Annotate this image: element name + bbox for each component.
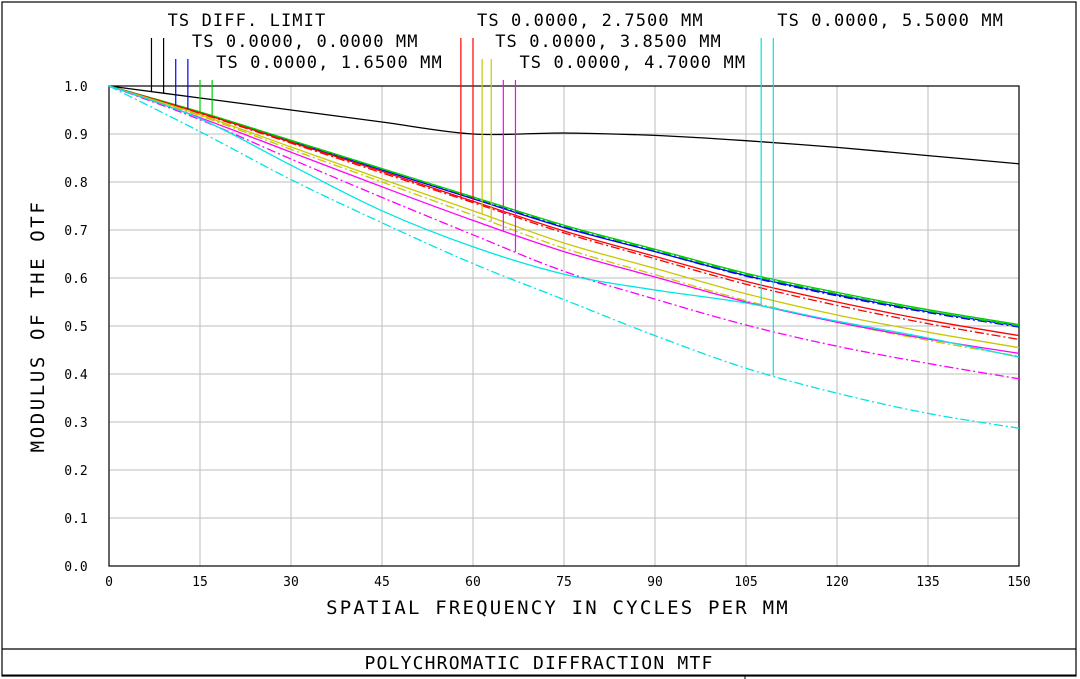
- series-lines: [108, 85, 1020, 429]
- legend-label: TS 0.0000, 1.6500 MM: [216, 53, 443, 73]
- series-line: [108, 85, 1020, 341]
- x-tick-label: 105: [734, 575, 757, 590]
- legend-label: TS 0.0000, 4.7000 MM: [519, 53, 746, 73]
- series-line: [108, 85, 1020, 349]
- legend-label: TS 0.0000, 5.5000 MM: [777, 11, 1004, 31]
- y-tick-label: 0.2: [64, 464, 87, 479]
- y-tick-label: 0.1: [64, 512, 87, 527]
- x-axis-label: SPATIAL FREQUENCY IN CYCLES PER MM: [326, 597, 790, 619]
- x-tick-labels: 0 15 30 45 60 75 90 105 120 135 150: [105, 575, 1031, 590]
- y-tick-label: 0.0: [64, 560, 87, 575]
- series-line: [108, 85, 1020, 327]
- y-tick-label: 0.5: [64, 320, 87, 335]
- x-tick-label: 30: [283, 575, 299, 590]
- legend-label: TS 0.0000, 0.0000 MM: [192, 32, 419, 52]
- series-line: [108, 85, 1020, 357]
- x-tick-label: 135: [916, 575, 939, 590]
- legend-label: TS 0.0000, 3.8500 MM: [495, 32, 722, 52]
- x-tick-label: 0: [105, 575, 113, 590]
- y-tick-labels: 0.0 0.1 0.2 0.3 0.4 0.5 0.6 0.7 0.8 0.9 1.0: [64, 80, 88, 575]
- series-line: [108, 85, 1020, 355]
- y-tick-label: 0.9: [64, 128, 87, 143]
- series-line: [108, 85, 1020, 380]
- y-tick-label: 0.7: [64, 224, 87, 239]
- x-tick-label: 120: [825, 575, 848, 590]
- y-tick-label: 0.4: [64, 368, 88, 383]
- series-line: [108, 85, 1020, 165]
- y-tick-label: 1.0: [64, 80, 87, 95]
- legend-label: TS DIFF. LIMIT: [168, 11, 327, 31]
- report-title: POLYCHROMATIC DIFFRACTION MTF: [364, 653, 713, 674]
- y-tick-label: 0.8: [64, 176, 87, 191]
- y-axis-label: MODULUS OF THE OTF: [27, 200, 49, 453]
- grid: [109, 86, 1019, 566]
- y-tick-label: 0.6: [64, 272, 87, 287]
- series-line: [108, 85, 1020, 337]
- x-tick-label: 75: [556, 575, 572, 590]
- x-tick-label: 150: [1007, 575, 1030, 590]
- x-tick-label: 90: [647, 575, 663, 590]
- x-tick-label: 45: [374, 575, 390, 590]
- x-tick-label: 15: [192, 575, 208, 590]
- x-tick-label: 60: [465, 575, 481, 590]
- series-line: [108, 85, 1020, 358]
- y-tick-label: 0.3: [64, 416, 87, 431]
- series-line: [108, 85, 1020, 429]
- legend-label: TS 0.0000, 2.7500 MM: [477, 11, 704, 31]
